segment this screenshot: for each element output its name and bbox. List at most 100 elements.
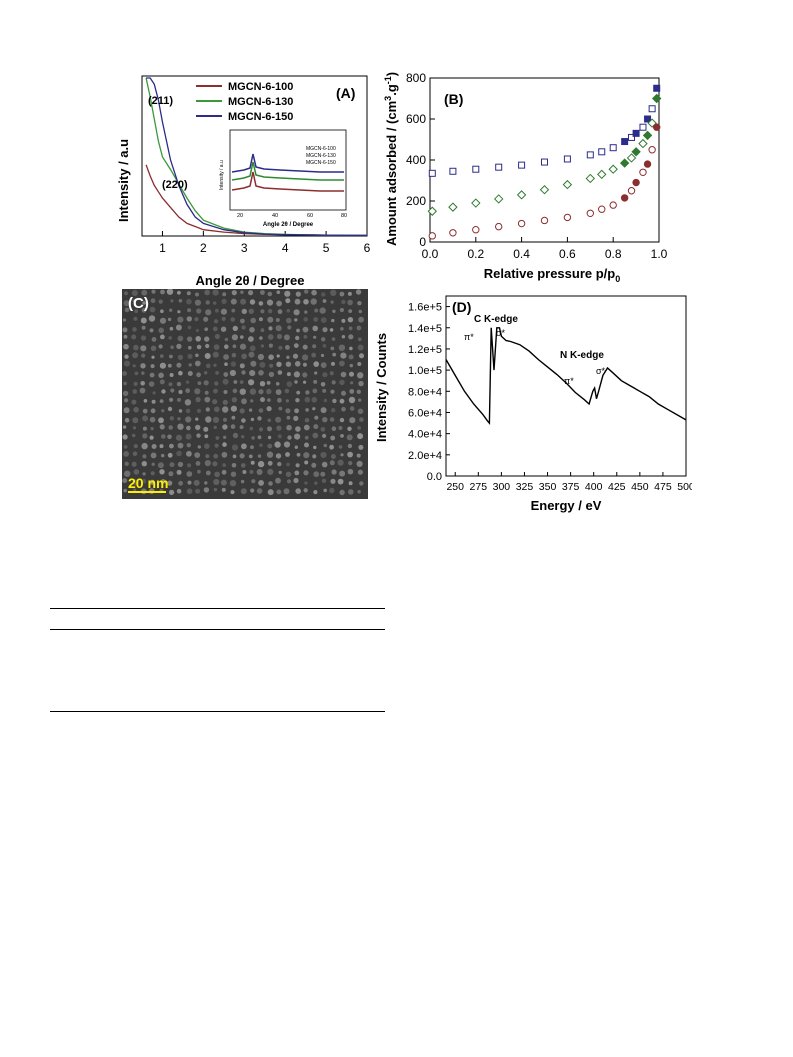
- tem-pore: [122, 327, 128, 333]
- tem-pore: [186, 316, 192, 322]
- tem-pore: [357, 337, 362, 342]
- panel-a-inset: MGCN-6-100 MGCN-6-130 MGCN-6-150 Intensi…: [219, 129, 347, 228]
- d-xtick-label: 425: [608, 481, 626, 493]
- tem-pore: [239, 380, 244, 384]
- tem-pore: [250, 417, 255, 422]
- tem-pore: [133, 488, 137, 492]
- tem-pore: [212, 351, 219, 358]
- tem-pore: [195, 292, 199, 297]
- tem-pore: [322, 433, 327, 438]
- d-ytick-label: 1.4e+5: [408, 323, 442, 335]
- tem-pore: [259, 361, 266, 368]
- tem-pore: [204, 289, 210, 296]
- tem-pore: [267, 426, 272, 432]
- tem-pore: [186, 425, 191, 431]
- tem-pore: [152, 391, 156, 395]
- tem-pore: [240, 479, 245, 484]
- tem-pore: [286, 424, 292, 431]
- tem-pore: [285, 399, 289, 403]
- b-point-circle: [627, 187, 636, 195]
- tem-pore: [304, 417, 310, 423]
- tem-pore: [329, 460, 335, 466]
- tem-pore: [151, 462, 155, 466]
- tem-pore: [221, 316, 226, 321]
- tem-pore: [249, 327, 255, 333]
- tem-pore: [224, 337, 229, 342]
- tem-pore: [231, 334, 238, 341]
- tem-pore: [224, 362, 228, 366]
- tem-pore: [160, 354, 164, 358]
- tem-pore: [230, 317, 236, 322]
- inset-curve-150: [231, 153, 344, 173]
- tem-pore: [257, 454, 262, 458]
- tem-pore: [205, 470, 211, 476]
- tem-pore: [320, 407, 327, 414]
- d-ytick-label: 6.0e+4: [408, 407, 442, 419]
- tem-pore: [304, 396, 311, 403]
- tem-pore: [213, 453, 219, 459]
- tem-pore: [214, 471, 220, 478]
- a-xtick-label: 2: [200, 241, 207, 255]
- inset-xtick-40: 40: [272, 213, 278, 219]
- tem-pore: [178, 299, 183, 303]
- tem-pore: [239, 388, 246, 395]
- tem-pore: [124, 291, 128, 296]
- tem-pore: [195, 397, 201, 403]
- tem-pore: [248, 290, 254, 296]
- tem-pore: [257, 353, 264, 361]
- tem-pore: [240, 335, 244, 339]
- d-xtick-label: 325: [516, 481, 534, 493]
- tem-pore: [275, 416, 282, 423]
- d-xtick-label: 300: [493, 481, 511, 493]
- tem-pore: [150, 298, 156, 304]
- tem-pore: [175, 324, 182, 331]
- tem-pore: [267, 435, 272, 440]
- tem-pore: [167, 434, 172, 440]
- tem-pore: [286, 415, 291, 420]
- b-ytick-label: 800: [406, 72, 426, 85]
- tem-pore: [204, 353, 211, 359]
- tem-pore: [169, 489, 175, 495]
- tem-pore: [312, 432, 319, 439]
- tem-pore: [186, 443, 191, 448]
- tem-pore: [188, 363, 192, 367]
- tem-pore: [213, 319, 219, 324]
- tem-pore: [258, 427, 264, 432]
- tem-pore: [188, 345, 192, 350]
- tem-pore: [267, 489, 274, 496]
- b-point-square: [609, 144, 617, 152]
- tem-pore: [283, 441, 291, 448]
- tem-pore: [302, 362, 307, 367]
- tem-pore: [320, 382, 326, 387]
- panel-b-label: (B): [444, 91, 463, 107]
- tem-pore: [248, 379, 255, 386]
- tem-pore: [313, 317, 319, 322]
- tem-pore: [340, 453, 344, 457]
- tem-pore: [221, 451, 228, 458]
- panel-b-xlabel: Relative pressure p/p0: [484, 266, 621, 284]
- tem-pore: [304, 310, 308, 314]
- tem-pore: [286, 381, 293, 387]
- tem-pore: [349, 406, 355, 411]
- panel-a-ylabel: Intensity / a.u: [116, 139, 131, 222]
- tem-pore: [303, 299, 309, 305]
- tem-pore: [239, 425, 244, 430]
- tem-pore: [177, 417, 181, 421]
- tem-pore: [196, 344, 202, 350]
- tem-pore: [169, 443, 174, 449]
- tem-pore: [294, 470, 300, 476]
- tem-pore: [214, 333, 220, 340]
- tem-pore: [332, 352, 337, 357]
- tem-pore: [295, 398, 300, 403]
- tem-pore: [158, 344, 163, 349]
- panel-d-label: (D): [452, 299, 471, 315]
- tem-pore: [341, 406, 346, 412]
- tem-pore: [229, 480, 237, 487]
- tem-pore: [213, 487, 218, 492]
- tem-pore: [260, 309, 265, 314]
- tem-pore: [205, 407, 210, 412]
- tem-pore: [278, 470, 282, 475]
- tem-pore: [269, 363, 274, 368]
- b-point-circle: [540, 216, 549, 225]
- tem-pore: [131, 334, 137, 340]
